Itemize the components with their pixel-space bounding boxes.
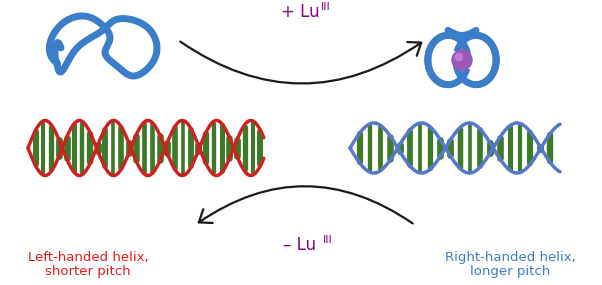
FancyArrowPatch shape [199, 186, 413, 223]
Text: + Lu: + Lu [281, 3, 319, 21]
Text: – Lu: – Lu [284, 236, 317, 254]
Circle shape [456, 54, 462, 60]
Text: Left-handed helix,: Left-handed helix, [28, 251, 148, 264]
Text: III: III [321, 2, 331, 12]
FancyArrowPatch shape [180, 42, 421, 84]
Text: shorter pitch: shorter pitch [45, 264, 131, 278]
Text: III: III [323, 235, 333, 245]
Circle shape [452, 50, 472, 70]
Text: Right-handed helix,: Right-handed helix, [445, 251, 576, 264]
Text: longer pitch: longer pitch [470, 264, 550, 278]
